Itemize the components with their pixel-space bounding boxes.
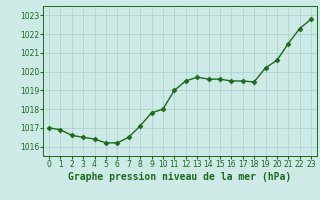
X-axis label: Graphe pression niveau de la mer (hPa): Graphe pression niveau de la mer (hPa) [68,172,292,182]
